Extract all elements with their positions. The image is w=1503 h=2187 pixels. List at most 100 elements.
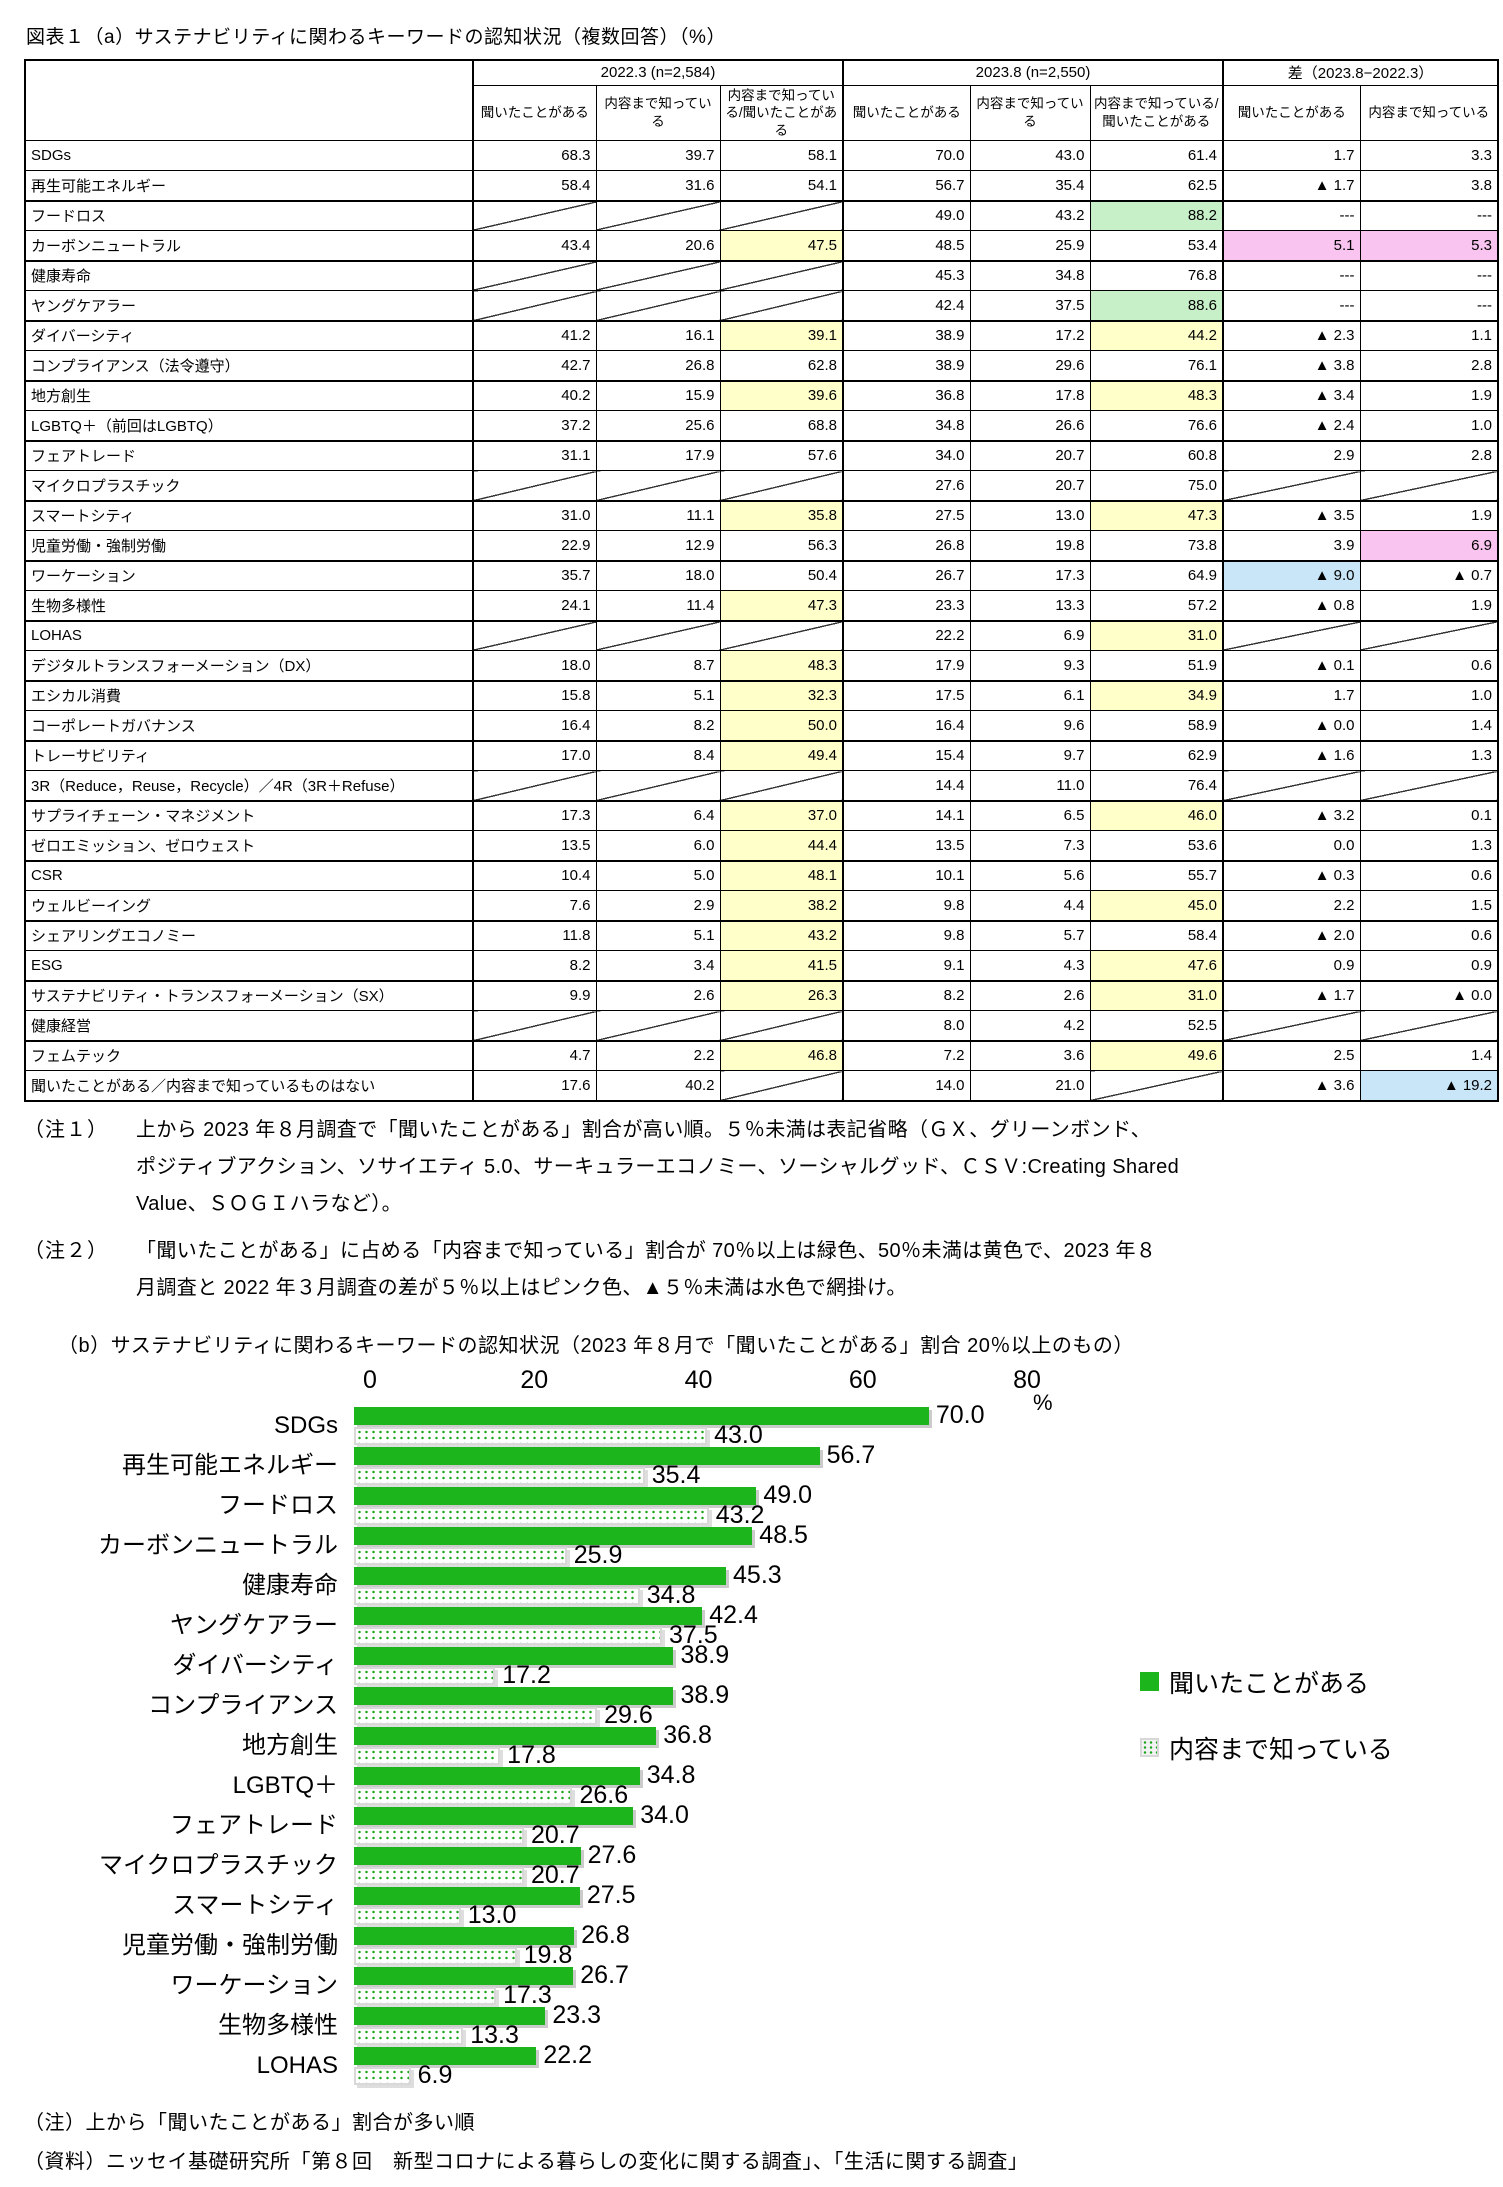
note-2-marker: （注２） — [24, 1239, 108, 1262]
value-cell: 1.9 — [1359, 500, 1499, 532]
chart-row: ヤングケアラー 42.4 37.5 — [24, 1603, 1503, 1648]
value-cell: 5.6 — [969, 860, 1091, 892]
note-1-text: 上から 2023 年８月調査で「聞いたことがある」割合が高い順。５％未満は表記省… — [136, 1118, 1180, 1215]
bar-heard — [354, 1606, 703, 1625]
bar-value-label: 43.2 — [715, 1501, 765, 1530]
value-cell: 24.1 — [472, 590, 597, 622]
value-cell: 76.1 — [1089, 350, 1224, 382]
chart-note: （注）上から「聞いたことがある」割合が多い順 — [24, 2111, 475, 2134]
no-data-cell — [719, 1010, 844, 1042]
bar-heard — [354, 1446, 820, 1465]
value-cell: 40.2 — [595, 1070, 721, 1102]
value-cell: 6.9 — [969, 620, 1091, 652]
value-cell: 53.4 — [1089, 230, 1224, 262]
bar-line: 49.0 — [354, 1481, 1011, 1510]
value-cell: 6.1 — [969, 680, 1091, 712]
value-cell: 6.5 — [969, 800, 1091, 832]
keyword-label: コンプライアンス（法令遵守） — [24, 350, 474, 382]
legend-label-heard: 聞いたことがある — [1169, 1669, 1370, 1698]
value-cell: 18.0 — [472, 650, 597, 682]
bar-known — [354, 1586, 640, 1605]
chart-category-label: スマートシティ — [172, 1892, 338, 1920]
bar-heard — [354, 1646, 674, 1665]
value-cell: 50.0 — [719, 710, 844, 742]
value-cell: 1.0 — [1359, 410, 1499, 442]
value-cell: 47.3 — [719, 590, 844, 622]
bar-line: 34.0 — [354, 1801, 1011, 1830]
value-cell: 51.9 — [1089, 650, 1224, 682]
bar-line: 27.5 — [354, 1883, 1011, 1908]
value-cell: 31.6 — [595, 170, 721, 202]
value-cell: 16.4 — [472, 710, 597, 742]
value-cell: 47.5 — [719, 230, 844, 262]
bar-value-label: 34.8 — [646, 1581, 696, 1610]
value-cell: 0.6 — [1359, 650, 1499, 682]
value-cell: 73.8 — [1089, 530, 1224, 562]
value-cell: 39.1 — [719, 320, 844, 352]
legend-label-known: 内容まで知っている — [1169, 1735, 1393, 1764]
bar-line: 36.8 — [354, 1723, 1011, 1748]
bar-line: 38.9 — [354, 1683, 1011, 1708]
value-cell: 2.8 — [1359, 350, 1499, 382]
table-row: 児童労働・強制労働 22.9 12.9 56.3 26.8 19.8 73.8 3.9 6.9 — [24, 530, 1499, 562]
chart-plot-area: 48.5 25.9 — [354, 1521, 1011, 1568]
value-cell: 11.0 — [969, 770, 1091, 802]
value-cell: 42.7 — [472, 350, 597, 382]
value-cell: 38.2 — [719, 890, 844, 922]
value-cell: 1.4 — [1359, 1040, 1499, 1072]
no-data-cell — [1222, 1010, 1361, 1042]
value-cell: 49.6 — [1089, 1040, 1224, 1072]
value-cell: 22.2 — [842, 620, 971, 652]
value-cell: 1.1 — [1359, 320, 1499, 352]
no-data-cell — [472, 620, 597, 652]
bar-value-label: 17.8 — [507, 1741, 556, 1770]
chart-row: フードロス 49.0 43.2 — [24, 1481, 1503, 1530]
value-cell: ▲ 0.0 — [1222, 710, 1361, 742]
value-cell: 88.6 — [1089, 290, 1224, 322]
x-axis-tick: 80 — [1013, 1365, 1041, 1394]
value-cell: 44.4 — [719, 830, 844, 862]
table-row: サステナビリティ・トランスフォーメーション（SX） 9.9 2.6 26.3 8.2 2.… — [24, 980, 1499, 1012]
bar-known — [354, 1746, 501, 1765]
chart-category-label: 地方創生 — [242, 1732, 338, 1760]
keyword-label: ワーケーション — [24, 560, 474, 592]
keyword-label: 健康経営 — [24, 1010, 474, 1042]
no-data-cell — [472, 200, 597, 232]
bar-value-label: 22.2 — [543, 2041, 592, 2070]
value-cell: 43.0 — [969, 140, 1091, 172]
value-cell: 1.9 — [1359, 590, 1499, 622]
value-cell: 60.8 — [1089, 440, 1224, 472]
figure-a-title: 図表１（a）サステナビリティに関わるキーワードの認知状況（複数回答）（%） — [26, 27, 726, 48]
bar-line: 23.3 — [354, 2003, 1011, 2028]
bar-line: 25.9 — [354, 1543, 1011, 1568]
value-cell: 13.5 — [842, 830, 971, 862]
value-cell: 76.8 — [1089, 260, 1224, 292]
value-cell: 61.4 — [1089, 140, 1224, 172]
bar-value-label: 56.7 — [826, 1441, 876, 1470]
value-cell: ▲ 1.7 — [1222, 170, 1361, 202]
no-data-cell — [472, 770, 597, 802]
no-data-cell — [1089, 1070, 1224, 1102]
value-cell: 34.0 — [842, 440, 971, 472]
value-cell: 9.8 — [842, 890, 971, 922]
no-data-cell — [1222, 620, 1361, 652]
bar-value-label: 34.0 — [640, 1801, 689, 1830]
value-cell: 14.4 — [842, 770, 971, 802]
keyword-label: 3R（Reduce，Reuse，Recycle）／4R（3R＋Refuse） — [24, 770, 474, 802]
bar-line: 29.6 — [354, 1703, 1011, 1728]
value-cell: 32.3 — [719, 680, 844, 712]
value-cell: 34.8 — [969, 260, 1091, 292]
value-cell: 4.3 — [969, 950, 1091, 982]
chart-row: ワーケーション 26.7 17.3 — [24, 1963, 1503, 2008]
bar-value-label: 48.5 — [759, 1521, 808, 1550]
value-cell: 9.7 — [969, 740, 1091, 772]
value-cell: 37.5 — [969, 290, 1091, 322]
bar-heard — [354, 1726, 657, 1745]
table-row: 聞いたことがある／内容まで知っているものはない 17.6 40.2 14.0 21.0 ▲… — [24, 1070, 1499, 1102]
value-cell: 18.0 — [595, 560, 721, 592]
bar-line: 13.0 — [354, 1903, 1011, 1928]
no-data-cell — [1359, 1010, 1499, 1042]
column-group-diff: 差（2023.8−2022.3） — [1222, 59, 1499, 86]
bar-heard — [354, 1966, 574, 1985]
bar-value-label: 49.0 — [763, 1481, 813, 1510]
